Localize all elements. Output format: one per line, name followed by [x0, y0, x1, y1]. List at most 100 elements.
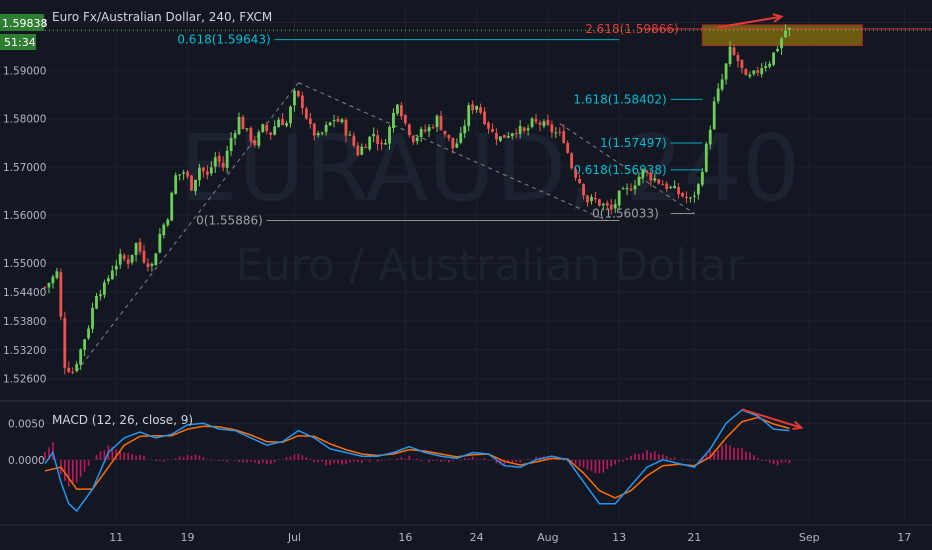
candle-body	[114, 265, 118, 270]
candle-body	[427, 127, 431, 132]
candle-body	[257, 132, 261, 146]
candle-body	[392, 112, 395, 129]
candle-body	[657, 179, 661, 184]
candle-body	[633, 185, 637, 190]
macd-lines	[44, 409, 790, 513]
price-arrow-head	[772, 13, 784, 23]
candle-body	[205, 171, 209, 175]
candle-body	[55, 271, 59, 278]
candle-body	[217, 155, 221, 162]
candle-body	[712, 101, 716, 130]
candle-body	[455, 143, 459, 148]
candle-body	[225, 150, 229, 168]
watermark-name: Euro / Australian Dollar	[235, 240, 745, 291]
candle-body	[403, 114, 407, 124]
candle-body	[530, 118, 534, 128]
price-tick-label: 1.52600	[3, 374, 46, 386]
fib-level-label: 0.618(1.56938)	[573, 163, 666, 177]
time-tick-label: 11	[109, 531, 123, 544]
candle-body	[245, 128, 249, 130]
candle-body	[356, 145, 360, 156]
time-tick-label: 24	[470, 531, 484, 544]
time-tick-label: Sep	[799, 531, 820, 544]
time-tick-label: 19	[181, 531, 195, 544]
macd-axis[interactable]: 0.0050 0.0000	[8, 418, 45, 467]
candle-body	[613, 204, 617, 209]
price-axis[interactable]: 1.600001.590001.580001.570001.560001.550…	[3, 17, 46, 385]
candle-body	[130, 254, 134, 263]
candle-body	[178, 174, 182, 176]
candle-body	[768, 63, 772, 67]
candle-body	[752, 70, 756, 74]
candle-body	[158, 233, 162, 253]
candle-body	[364, 146, 368, 149]
candle-body	[106, 278, 110, 282]
candle-body	[732, 47, 736, 55]
candle-body	[198, 167, 201, 181]
candle-body	[273, 126, 277, 135]
candle-body	[661, 184, 665, 186]
candle-body	[716, 88, 720, 102]
candle-body	[142, 250, 146, 263]
candle-body	[419, 129, 423, 138]
time-tick-label: Jul	[287, 531, 301, 544]
candle-body	[597, 199, 601, 206]
fib-levels: 2.618(1.59866) 1.618(1.58402) 1(1.57497) 0.…	[45, 22, 932, 228]
candle-body	[708, 129, 712, 145]
candle-body	[281, 119, 284, 126]
candle-body	[407, 124, 411, 136]
time-tick-label: Aug	[537, 531, 558, 544]
candle-body	[344, 119, 348, 136]
candle-body	[554, 132, 558, 134]
candle-body	[213, 157, 217, 167]
candle-body	[384, 143, 387, 145]
candle-body	[463, 125, 467, 134]
candle-body	[562, 131, 566, 143]
candle-body	[166, 219, 170, 226]
candle-body	[724, 63, 728, 80]
candle-body	[320, 132, 324, 134]
candle-body	[518, 126, 522, 134]
candle-body	[594, 198, 597, 200]
candle-body	[75, 364, 79, 371]
candle-body	[696, 184, 700, 195]
fib-level-label: 1.618(1.58402)	[573, 92, 666, 106]
candle-body	[99, 294, 102, 297]
candle-body	[586, 195, 589, 203]
candle-body	[194, 179, 197, 192]
candle-body	[673, 185, 677, 189]
candle-body	[269, 132, 273, 135]
candle-body	[471, 104, 475, 111]
candle-body	[689, 197, 692, 199]
time-tick-label: 17	[897, 531, 911, 544]
candle-body	[71, 371, 75, 373]
candle-body	[502, 134, 506, 138]
candle-body	[380, 143, 383, 145]
candle-body	[352, 135, 356, 146]
candle-body	[582, 184, 585, 196]
candle-body	[566, 143, 570, 153]
candle-body	[574, 169, 578, 178]
candle-body	[776, 48, 779, 52]
candle-body	[249, 127, 253, 142]
candle-body	[617, 190, 621, 206]
macd-line	[44, 409, 790, 513]
price-tick-label: 1.53200	[3, 345, 46, 357]
fib-level-label: 2.618(1.59866)	[585, 22, 678, 36]
candle-body	[368, 136, 372, 150]
candle-body	[570, 153, 574, 169]
candle-body	[625, 187, 629, 189]
fib-trendline	[559, 123, 695, 215]
candle-body	[209, 167, 213, 174]
candle-body	[134, 243, 138, 255]
candle-body	[336, 118, 340, 122]
candle-body	[784, 30, 787, 38]
candle-body	[637, 176, 641, 186]
candle-body	[704, 143, 708, 172]
candle-body	[221, 162, 225, 168]
time-axis[interactable]: 11 19 Jul 16 24 Aug 13 21 Sep 17	[109, 531, 911, 544]
candle-body	[538, 122, 542, 125]
candle-body	[297, 90, 300, 97]
candle-body	[498, 136, 502, 141]
